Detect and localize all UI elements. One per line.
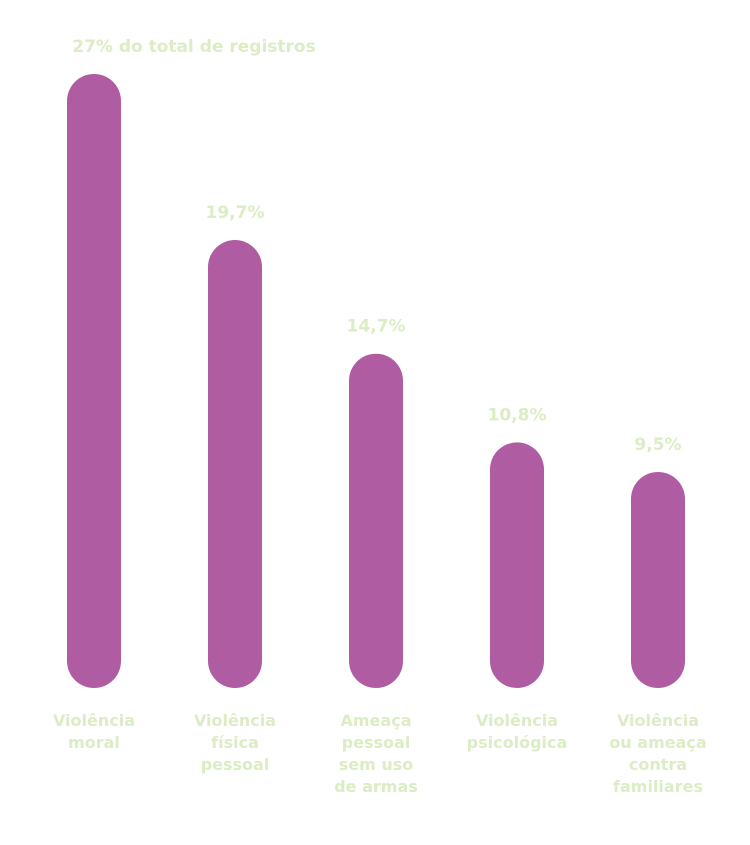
category-label-line: familiares <box>613 777 703 796</box>
category-label-line: Violência <box>194 711 276 730</box>
category-label-2: Violência física pessoal <box>194 711 276 774</box>
category-label-line: moral <box>68 733 120 752</box>
category-label-line: pessoal <box>342 733 411 752</box>
category-label-4: Violência psicológica <box>467 711 568 752</box>
category-label-1: Violência moral <box>53 711 135 752</box>
value-label-4: 10,8% <box>488 405 547 425</box>
category-label-line: Ameaça <box>341 711 412 730</box>
category-label-line: sem uso <box>339 755 414 774</box>
bar-1 <box>67 74 121 688</box>
value-labels-group: 27% do total de registros 19,7% 14,7% 10,8%… <box>72 37 681 455</box>
value-label-5: 9,5% <box>634 435 681 455</box>
value-label-1: 27% do total de registros <box>72 37 315 57</box>
bar-2 <box>208 240 262 689</box>
category-label-line: psicológica <box>467 733 568 752</box>
bar-4 <box>490 442 544 688</box>
bar-3 <box>349 353 403 688</box>
value-label-3: 14,7% <box>347 317 406 337</box>
category-label-line: contra <box>629 755 687 774</box>
category-label-line: de armas <box>334 777 418 796</box>
category-label-3: Ameaça pessoal sem uso de armas <box>334 711 418 796</box>
category-label-line: Violência <box>476 711 558 730</box>
category-label-line: ou ameaça <box>609 733 706 752</box>
category-label-line: Violência <box>617 711 699 730</box>
category-label-5: Violência ou ameaça contra familiares <box>609 711 706 796</box>
category-label-line: física <box>211 733 259 752</box>
bar-5 <box>631 471 685 688</box>
category-label-line: pessoal <box>201 755 270 774</box>
bars-group <box>67 74 685 689</box>
category-label-line: Violência <box>53 711 135 730</box>
value-label-2: 19,7% <box>206 203 265 223</box>
